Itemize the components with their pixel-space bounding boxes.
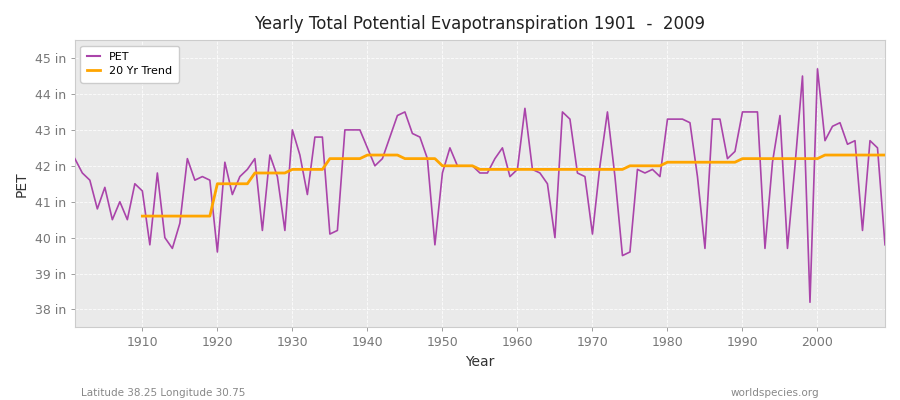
Text: Latitude 38.25 Longitude 30.75: Latitude 38.25 Longitude 30.75 bbox=[81, 388, 246, 398]
X-axis label: Year: Year bbox=[465, 355, 495, 369]
20 Yr Trend bbox=[137, 214, 148, 218]
20 Yr Trend bbox=[362, 153, 373, 158]
Line: 20 Yr Trend: 20 Yr Trend bbox=[142, 155, 885, 216]
PET bbox=[339, 128, 350, 132]
20 Yr Trend bbox=[850, 153, 860, 158]
20 Yr Trend bbox=[879, 153, 890, 158]
PET bbox=[130, 181, 140, 186]
PET bbox=[69, 156, 80, 161]
PET bbox=[512, 167, 523, 172]
20 Yr Trend bbox=[527, 167, 538, 172]
PET bbox=[294, 153, 305, 158]
20 Yr Trend bbox=[310, 167, 320, 172]
PET bbox=[805, 300, 815, 305]
PET bbox=[879, 242, 890, 247]
Y-axis label: PET: PET bbox=[15, 171, 29, 196]
Legend: PET, 20 Yr Trend: PET, 20 Yr Trend bbox=[80, 46, 179, 82]
PET bbox=[812, 66, 823, 71]
PET bbox=[505, 174, 516, 179]
Title: Yearly Total Potential Evapotranspiration 1901  -  2009: Yearly Total Potential Evapotranspiratio… bbox=[255, 15, 706, 33]
Line: PET: PET bbox=[75, 69, 885, 302]
PET bbox=[602, 110, 613, 114]
20 Yr Trend bbox=[587, 167, 598, 172]
Text: worldspecies.org: worldspecies.org bbox=[731, 388, 819, 398]
20 Yr Trend bbox=[827, 153, 838, 158]
20 Yr Trend bbox=[280, 170, 291, 175]
